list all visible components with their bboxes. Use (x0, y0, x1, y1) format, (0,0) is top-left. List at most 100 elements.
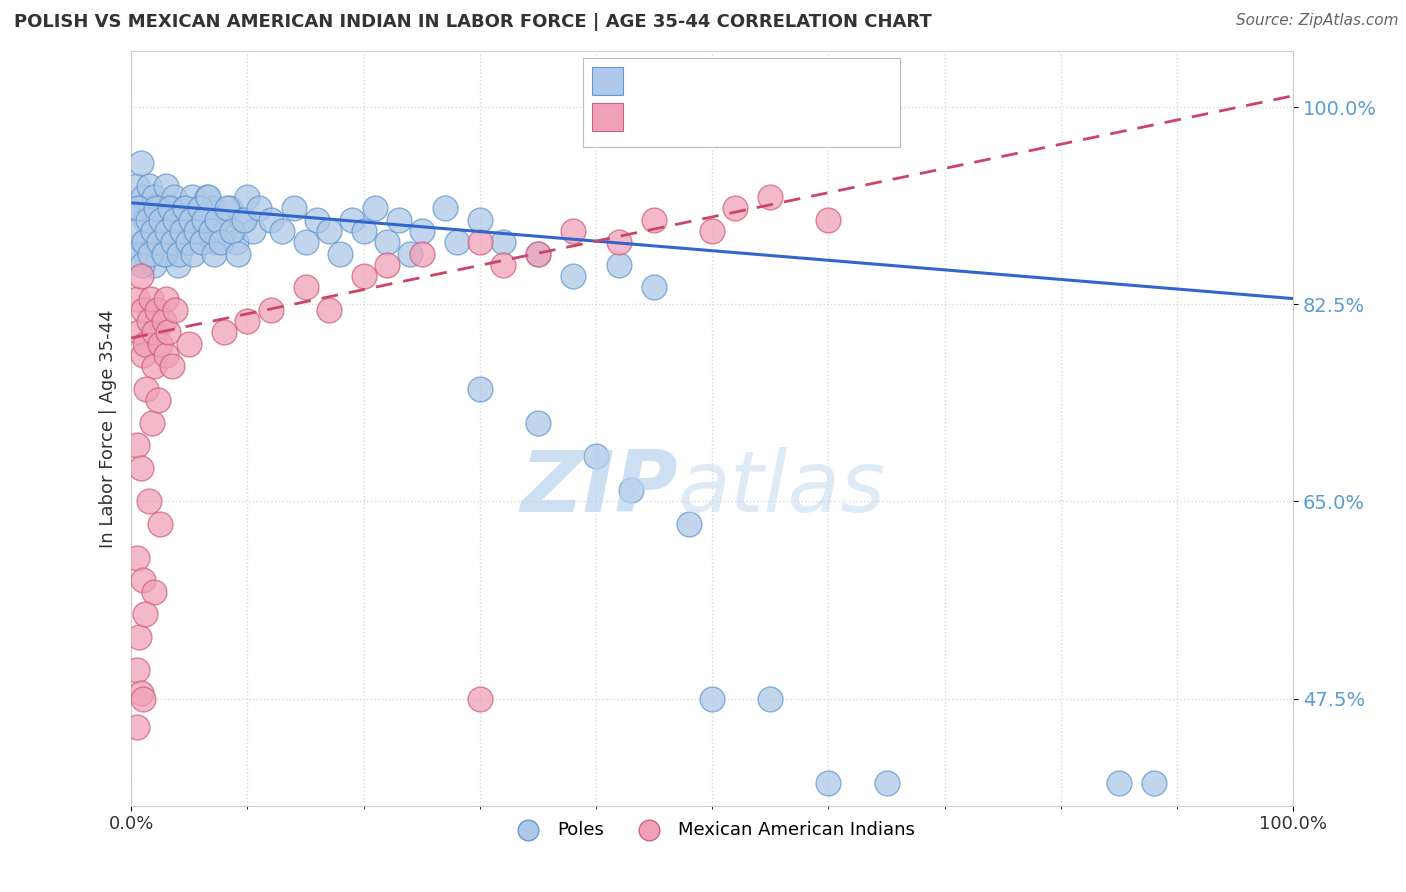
Point (176, 235, 198, 250)
Point (1143, 776, 1166, 790)
Point (141, 416, 163, 430)
Point (139, 246, 162, 260)
Point (159, 202, 181, 216)
Point (399, 246, 422, 260)
Point (247, 202, 270, 216)
Point (193, 212, 215, 227)
Point (375, 235, 398, 250)
Point (139, 202, 162, 216)
Point (186, 224, 208, 238)
Point (138, 314, 160, 328)
Point (817, 212, 839, 227)
Point (260, 302, 283, 317)
Point (527, 416, 550, 430)
Point (607, 235, 630, 250)
Point (375, 258, 398, 272)
Point (152, 224, 174, 238)
Point (527, 246, 550, 260)
Point (468, 691, 491, 706)
Point (180, 190, 202, 204)
Point (157, 202, 180, 216)
Point (492, 258, 515, 272)
Point (150, 212, 173, 227)
Y-axis label: In Labor Force | Age 35-44: In Labor Force | Age 35-44 (100, 309, 117, 548)
Text: 0.221: 0.221 (679, 108, 735, 126)
Point (138, 178, 160, 193)
Point (212, 224, 235, 238)
Point (132, 348, 155, 362)
Point (468, 212, 491, 227)
Text: Source: ZipAtlas.com: Source: ZipAtlas.com (1236, 13, 1399, 29)
Point (155, 178, 177, 193)
Point (585, 450, 607, 464)
Point (146, 235, 169, 250)
Point (157, 326, 180, 340)
Point (149, 202, 172, 216)
Point (132, 190, 155, 204)
Point (759, 190, 782, 204)
Text: N =: N = (749, 108, 783, 126)
Point (307, 212, 329, 227)
Point (184, 224, 207, 238)
Point (411, 224, 433, 238)
Point (233, 212, 256, 227)
Point (128, 326, 150, 340)
Point (132, 691, 155, 706)
Point (132, 235, 155, 250)
Point (190, 235, 212, 250)
Point (162, 235, 184, 250)
Point (152, 314, 174, 328)
Point (433, 202, 456, 216)
Point (643, 280, 665, 294)
Point (127, 202, 149, 216)
Point (149, 336, 172, 351)
Point (353, 268, 375, 283)
Point (167, 246, 190, 260)
Point (283, 202, 305, 216)
Point (187, 202, 209, 216)
Text: R =: R = (633, 72, 666, 90)
Point (271, 224, 294, 238)
Point (294, 280, 316, 294)
Text: 110: 110 (792, 72, 830, 90)
Point (156, 224, 179, 238)
Point (142, 224, 165, 238)
Point (236, 314, 259, 328)
Point (188, 202, 211, 216)
Point (134, 607, 156, 621)
Text: 55: 55 (792, 108, 817, 126)
Point (125, 664, 148, 678)
Point (135, 246, 157, 260)
Point (129, 268, 152, 283)
Point (146, 302, 169, 317)
Text: R =: R = (633, 108, 666, 126)
Point (163, 190, 186, 204)
Point (260, 212, 283, 227)
Point (132, 235, 155, 250)
Point (215, 202, 238, 216)
Point (179, 212, 201, 227)
Point (353, 224, 375, 238)
Point (125, 292, 148, 306)
Point (759, 691, 782, 706)
Point (242, 224, 264, 238)
Point (561, 268, 583, 283)
Point (607, 258, 630, 272)
Point (143, 326, 166, 340)
Point (165, 302, 187, 317)
Point (149, 516, 172, 531)
Point (143, 258, 166, 272)
Point (166, 258, 188, 272)
Point (468, 382, 491, 396)
Point (527, 246, 550, 260)
Point (197, 190, 219, 204)
Point (340, 212, 363, 227)
Point (201, 202, 224, 216)
Point (134, 336, 156, 351)
Point (143, 584, 166, 599)
Point (817, 776, 839, 790)
Point (138, 235, 160, 250)
Point (129, 156, 152, 170)
Text: POLISH VS MEXICAN AMERICAN INDIAN IN LABOR FORCE | AGE 35-44 CORRELATION CHART: POLISH VS MEXICAN AMERICAN INDIAN IN LAB… (14, 13, 932, 31)
Point (226, 246, 249, 260)
